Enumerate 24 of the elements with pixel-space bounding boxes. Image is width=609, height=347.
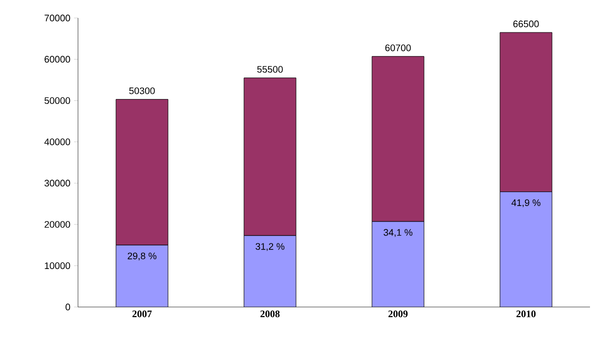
total-label: 60700 xyxy=(385,44,411,52)
x-tick-label: 2008 xyxy=(260,310,280,318)
x-tick-label: 2010 xyxy=(516,310,536,318)
y-tick-label: 10000 xyxy=(44,262,70,270)
y-tick-label: 20000 xyxy=(44,221,70,228)
bar xyxy=(372,222,424,307)
annotation: 31,2 % xyxy=(256,243,284,251)
bar xyxy=(116,245,168,307)
y-tick-label: 30000 xyxy=(44,180,70,186)
bar xyxy=(244,236,296,307)
annotation: 41,9 % xyxy=(511,199,540,208)
x-tick-label: 2009 xyxy=(388,310,408,318)
bar xyxy=(500,192,552,307)
annotation: 29,8 % xyxy=(128,252,156,260)
total-label: 55500 xyxy=(257,66,283,73)
total-label: 50300 xyxy=(129,87,155,94)
annotation: 34,1 % xyxy=(384,229,412,237)
x-tick-label: 2007 xyxy=(132,310,152,318)
y-tick-label: 60000 xyxy=(44,56,70,63)
y-tick-label: 70000 xyxy=(44,14,70,22)
total-label: 66500 xyxy=(513,20,539,28)
y-tick-label: 0 xyxy=(66,304,70,310)
y-tick-label: 40000 xyxy=(44,138,70,146)
y-tick-label: 50000 xyxy=(44,97,70,104)
